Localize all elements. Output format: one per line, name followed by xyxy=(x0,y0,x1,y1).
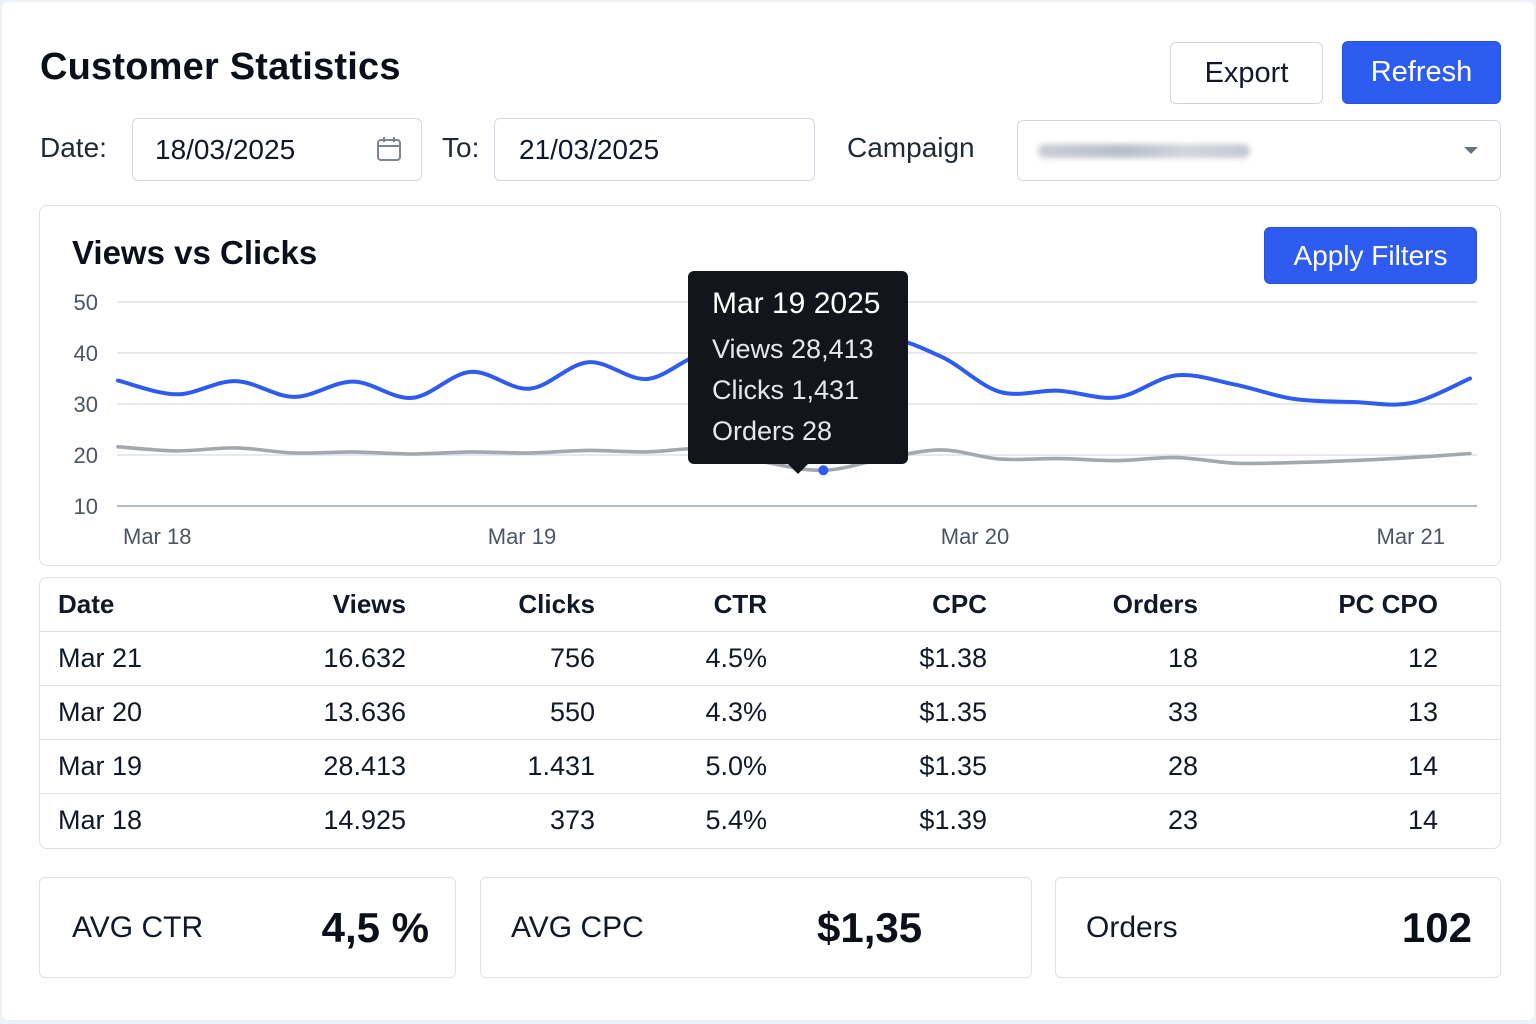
tooltip-title: Mar 19 2025 xyxy=(712,287,881,320)
campaign-select[interactable] xyxy=(1017,120,1501,181)
cell-cpc: $1.38 xyxy=(919,643,987,673)
cell-date: Mar 21 xyxy=(58,643,143,673)
orders-label: Orders xyxy=(1086,910,1178,944)
cell-date: Mar 18 xyxy=(58,805,143,835)
table-row: Mar 18 14.925 373 5.4% $1.39 23 14 xyxy=(40,793,1500,847)
orders-card: Orders 102 xyxy=(1055,877,1501,978)
hover-point xyxy=(818,465,829,476)
chart-title: Views vs Clicks xyxy=(72,234,318,271)
chart-tooltip: Mar 19 2025 Views 28,413 Clicks 1,431 Or… xyxy=(688,271,908,474)
cell-date: Mar 19 xyxy=(58,751,143,781)
x-tick-label: Mar 18 xyxy=(123,524,191,549)
cell-pc-cpo: 14 xyxy=(1407,751,1438,781)
cell-pc-cpo: 12 xyxy=(1407,643,1438,673)
apply-filters-button[interactable]: Apply Filters xyxy=(1264,227,1477,284)
stats-table: Date Views Clicks CTR CPC Orders PC CPO … xyxy=(39,577,1501,849)
table-header-row: Date Views Clicks CTR CPC Orders PC CPO xyxy=(40,578,1500,631)
export-button[interactable]: Export xyxy=(1170,42,1323,104)
avg-cpc-card: AVG CPC $1,35 xyxy=(480,877,1032,978)
cell-ctr: 4.5% xyxy=(705,643,767,673)
refresh-button[interactable]: Refresh xyxy=(1342,41,1501,104)
cell-cpc: $1.35 xyxy=(919,751,987,781)
cell-date: Mar 20 xyxy=(58,697,143,727)
page-title: Customer Statistics xyxy=(40,46,401,88)
avg-cpc-label: AVG CPC xyxy=(511,910,644,944)
y-tick-label: 10 xyxy=(74,494,98,519)
orders-value: 102 xyxy=(1401,903,1472,951)
cell-clicks: 1.431 xyxy=(527,751,595,781)
header-views[interactable]: Views xyxy=(332,589,406,619)
cell-pc-cpo: 13 xyxy=(1407,697,1438,727)
avg-ctr-card: AVG CTR 4,5 % xyxy=(39,877,456,978)
date-label: Date: xyxy=(40,132,107,163)
cell-ctr: 5.0% xyxy=(705,751,767,781)
cell-clicks: 756 xyxy=(549,643,595,673)
to-label: To: xyxy=(442,132,480,163)
campaign-value-redacted xyxy=(1038,143,1250,158)
avg-ctr-value: 4,5 % xyxy=(321,903,429,951)
cell-clicks: 550 xyxy=(549,697,595,727)
header-pc-cpo[interactable]: PC CPO xyxy=(1338,589,1438,619)
tooltip-clicks: Clicks 1,431 xyxy=(712,375,860,405)
tooltip-orders: Orders 28 xyxy=(712,416,833,446)
cell-pc-cpo: 14 xyxy=(1407,805,1438,835)
avg-ctr-label: AVG CTR xyxy=(72,910,204,944)
x-tick-label: Mar 21 xyxy=(1377,524,1445,549)
header-orders[interactable]: Orders xyxy=(1112,589,1198,619)
x-tick-label: Mar 20 xyxy=(941,524,1009,549)
campaign-label: Campaign xyxy=(847,132,975,163)
y-tick-label: 50 xyxy=(74,290,98,315)
header-date[interactable]: Date xyxy=(58,589,115,619)
cell-views: 14.925 xyxy=(323,805,406,835)
date-from-input[interactable]: 18/03/2025 xyxy=(132,118,422,181)
y-tick-label: 40 xyxy=(74,341,98,366)
header-cpc[interactable]: CPC xyxy=(932,589,987,619)
avg-cpc-value: $1,35 xyxy=(817,903,923,951)
date-from-value: 18/03/2025 xyxy=(155,133,296,165)
cell-orders: 33 xyxy=(1167,697,1198,727)
cell-views: 28.413 xyxy=(323,751,406,781)
cell-cpc: $1.35 xyxy=(919,697,987,727)
header-clicks[interactable]: Clicks xyxy=(518,589,595,619)
date-to-value: 21/03/2025 xyxy=(519,133,660,165)
cell-orders: 23 xyxy=(1167,805,1198,835)
chevron-down-icon[interactable] xyxy=(1464,147,1478,154)
header-ctr[interactable]: CTR xyxy=(713,589,767,619)
cell-cpc: $1.39 xyxy=(919,805,987,835)
cell-orders: 28 xyxy=(1167,751,1198,781)
table-row: Mar 19 28.413 1.431 5.0% $1.35 28 14 xyxy=(40,739,1500,793)
calendar-icon[interactable] xyxy=(375,135,403,163)
date-to-input[interactable]: 21/03/2025 xyxy=(494,118,815,181)
y-tick-label: 20 xyxy=(74,443,98,468)
cell-orders: 18 xyxy=(1167,643,1198,673)
table-row: Mar 20 13.636 550 4.3% $1.35 33 13 xyxy=(40,685,1500,739)
chart-card: Views vs Clicks Apply Filters 50 40 30 20 10… xyxy=(39,205,1501,566)
tooltip-views: Views 28,413 xyxy=(712,334,874,364)
cell-clicks: 373 xyxy=(549,805,595,835)
table-row: Mar 21 16.632 756 4.5% $1.38 18 12 xyxy=(40,631,1500,685)
cell-ctr: 4.3% xyxy=(705,697,767,727)
x-tick-label: Mar 19 xyxy=(488,524,556,549)
y-tick-label: 30 xyxy=(74,392,98,417)
cell-views: 16.632 xyxy=(323,643,406,673)
cell-ctr: 5.4% xyxy=(705,805,767,835)
cell-views: 13.636 xyxy=(323,697,406,727)
